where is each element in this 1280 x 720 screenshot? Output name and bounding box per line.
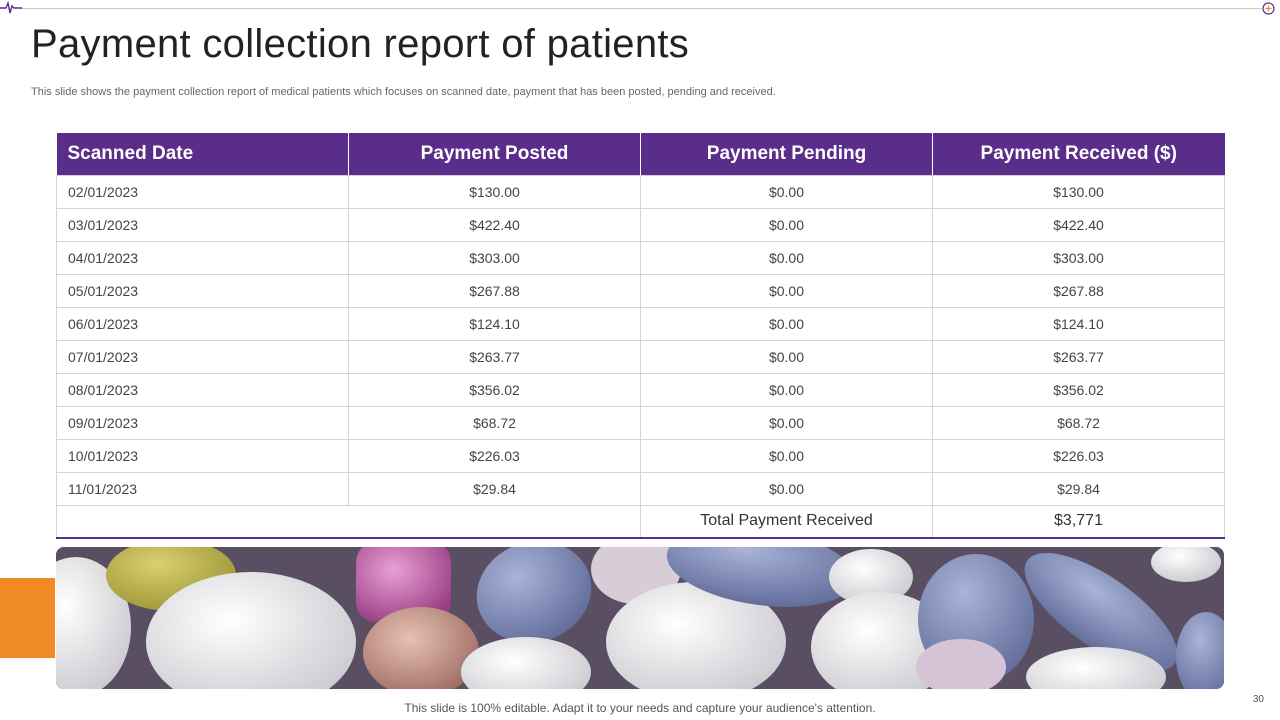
table-row: 07/01/2023 $263.77 $0.00 $263.77 bbox=[56, 339, 1225, 374]
cell-payment-received: $422.40 bbox=[932, 207, 1225, 242]
cell-payment-received: $124.10 bbox=[932, 306, 1225, 341]
cell-payment-received: $263.77 bbox=[932, 339, 1225, 374]
cell-payment-pending: $0.00 bbox=[640, 306, 933, 341]
total-spacer-cell bbox=[56, 504, 641, 539]
table-row: 11/01/2023 $29.84 $0.00 $29.84 bbox=[56, 471, 1225, 506]
cell-payment-posted: $422.40 bbox=[348, 207, 641, 242]
cell-payment-pending: $0.00 bbox=[640, 273, 933, 308]
total-value: $3,771 bbox=[932, 504, 1225, 539]
cell-payment-pending: $0.00 bbox=[640, 174, 933, 209]
cell-scanned-date: 09/01/2023 bbox=[56, 405, 349, 440]
cell-scanned-date: 04/01/2023 bbox=[56, 240, 349, 275]
table-row: 04/01/2023 $303.00 $0.00 $303.00 bbox=[56, 240, 1225, 275]
cell-payment-posted: $263.77 bbox=[348, 339, 641, 374]
table-row: 09/01/2023 $68.72 $0.00 $68.72 bbox=[56, 405, 1225, 440]
cell-payment-pending: $0.00 bbox=[640, 405, 933, 440]
cell-payment-pending: $0.00 bbox=[640, 471, 933, 506]
cell-payment-received: $303.00 bbox=[932, 240, 1225, 275]
cell-payment-pending: $0.00 bbox=[640, 339, 933, 374]
cell-scanned-date: 07/01/2023 bbox=[56, 339, 349, 374]
cell-scanned-date: 05/01/2023 bbox=[56, 273, 349, 308]
cell-payment-pending: $0.00 bbox=[640, 240, 933, 275]
cell-payment-pending: $0.00 bbox=[640, 207, 933, 242]
top-divider bbox=[20, 8, 1262, 9]
accent-block bbox=[0, 578, 55, 658]
cell-payment-posted: $124.10 bbox=[348, 306, 641, 341]
footer-note: This slide is 100% editable. Adapt it to… bbox=[404, 701, 876, 715]
header-payment-received: Payment Received ($) bbox=[932, 133, 1225, 175]
table-row: 05/01/2023 $267.88 $0.00 $267.88 bbox=[56, 273, 1225, 308]
cell-payment-received: $29.84 bbox=[932, 471, 1225, 506]
cell-scanned-date: 03/01/2023 bbox=[56, 207, 349, 242]
total-label: Total Payment Received bbox=[640, 504, 933, 539]
cell-payment-received: $68.72 bbox=[932, 405, 1225, 440]
table-row: 06/01/2023 $124.10 $0.00 $124.10 bbox=[56, 306, 1225, 341]
header-scanned-date: Scanned Date bbox=[56, 133, 349, 175]
cell-payment-received: $356.02 bbox=[932, 372, 1225, 407]
cell-payment-pending: $0.00 bbox=[640, 438, 933, 473]
cell-payment-posted: $356.02 bbox=[348, 372, 641, 407]
cell-payment-posted: $267.88 bbox=[348, 273, 641, 308]
page-title: Payment collection report of patients bbox=[31, 22, 690, 66]
cell-payment-posted: $130.00 bbox=[348, 174, 641, 209]
cell-payment-pending: $0.00 bbox=[640, 372, 933, 407]
table-row: 03/01/2023 $422.40 $0.00 $422.40 bbox=[56, 207, 1225, 242]
total-row: Total Payment Received $3,771 bbox=[56, 504, 1225, 539]
page-number: 30 bbox=[1252, 694, 1264, 705]
header-payment-posted: Payment Posted bbox=[348, 133, 641, 175]
circle-plus-icon bbox=[1262, 2, 1275, 15]
cell-scanned-date: 02/01/2023 bbox=[56, 174, 349, 209]
pulse-line-icon bbox=[0, 1, 22, 14]
table-header-row: Scanned Date Payment Posted Payment Pend… bbox=[56, 133, 1225, 175]
cell-scanned-date: 11/01/2023 bbox=[56, 471, 349, 506]
cell-scanned-date: 10/01/2023 bbox=[56, 438, 349, 473]
cell-payment-received: $130.00 bbox=[932, 174, 1225, 209]
page-subtitle: This slide shows the payment collection … bbox=[31, 86, 776, 98]
cell-scanned-date: 08/01/2023 bbox=[56, 372, 349, 407]
cell-payment-posted: $68.72 bbox=[348, 405, 641, 440]
header-payment-pending: Payment Pending bbox=[640, 133, 933, 175]
cell-payment-received: $267.88 bbox=[932, 273, 1225, 308]
cell-payment-posted: $29.84 bbox=[348, 471, 641, 506]
cell-payment-received: $226.03 bbox=[932, 438, 1225, 473]
table-row: 08/01/2023 $356.02 $0.00 $356.02 bbox=[56, 372, 1225, 407]
cell-scanned-date: 06/01/2023 bbox=[56, 306, 349, 341]
cell-payment-posted: $226.03 bbox=[348, 438, 641, 473]
pills-photo bbox=[56, 547, 1224, 689]
table-row: 02/01/2023 $130.00 $0.00 $130.00 bbox=[56, 174, 1225, 209]
table-row: 10/01/2023 $226.03 $0.00 $226.03 bbox=[56, 438, 1225, 473]
cell-payment-posted: $303.00 bbox=[348, 240, 641, 275]
payment-report-table: Scanned Date Payment Posted Payment Pend… bbox=[56, 133, 1225, 539]
